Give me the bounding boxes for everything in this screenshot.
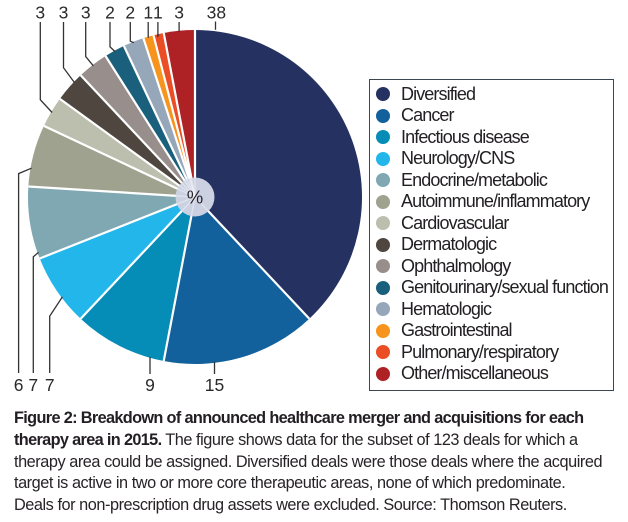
svg-text:2: 2	[125, 2, 135, 22]
svg-text:1: 1	[153, 2, 163, 22]
svg-text:3: 3	[174, 2, 184, 22]
svg-text:3: 3	[35, 2, 45, 22]
svg-text:15: 15	[205, 375, 224, 395]
svg-text:38: 38	[207, 2, 226, 22]
svg-text:%: %	[187, 187, 203, 208]
svg-text:9: 9	[145, 375, 155, 395]
svg-text:3: 3	[81, 2, 91, 22]
svg-text:6: 6	[14, 375, 24, 395]
svg-text:7: 7	[45, 375, 55, 395]
svg-text:1: 1	[143, 2, 153, 22]
svg-text:7: 7	[28, 375, 38, 395]
svg-text:3: 3	[59, 2, 69, 22]
svg-text:2: 2	[105, 2, 115, 22]
